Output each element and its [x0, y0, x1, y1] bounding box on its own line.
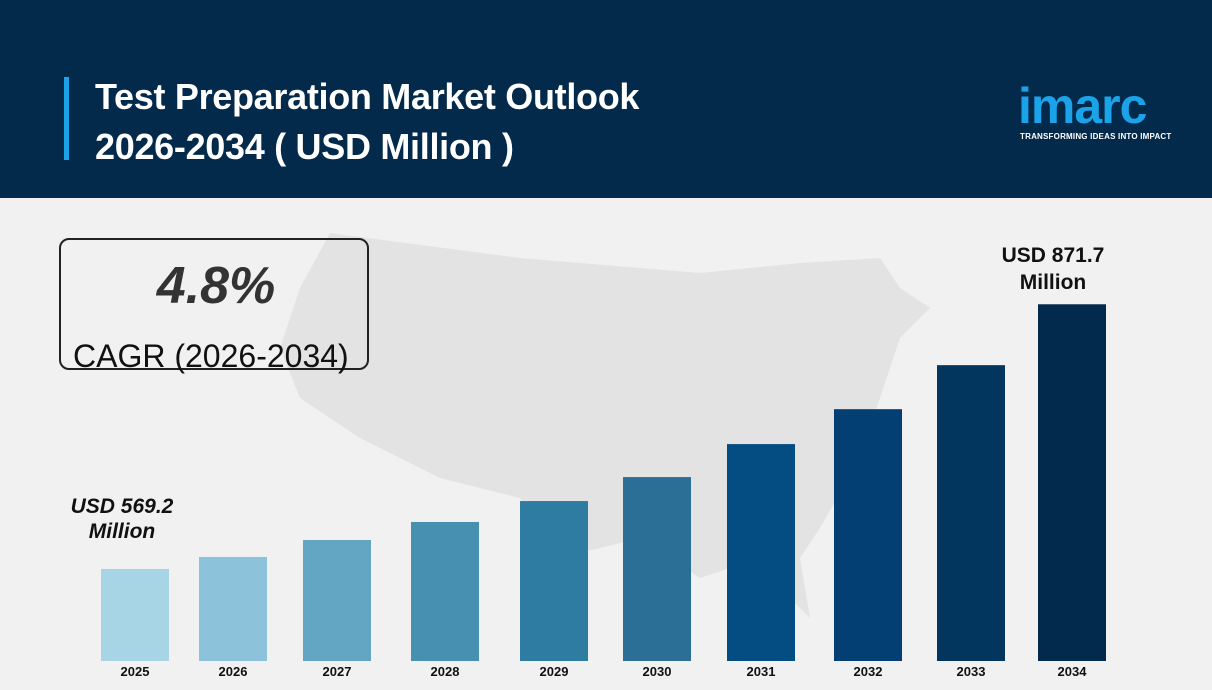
first-value-label-line1: USD 569.2	[71, 495, 174, 518]
x-tick-label: 2029	[540, 664, 569, 679]
title-accent-bar	[64, 77, 69, 160]
title-line-2: 2026-2034 ( USD Million )	[95, 126, 514, 167]
title-line-1: Test Preparation Market Outlook	[95, 76, 640, 117]
x-tick-label: 2033	[957, 664, 986, 679]
bar-2027	[303, 539, 371, 661]
x-tick-label: 2034	[1058, 664, 1088, 679]
x-tick-label: 2030	[643, 664, 672, 679]
logo-tagline: TRANSFORMING IDEAS INTO IMPACT	[1020, 132, 1172, 141]
x-tick-label: 2031	[747, 664, 776, 679]
bar-2033	[937, 365, 1005, 661]
x-tick-label: 2026	[219, 664, 248, 679]
bar-2034	[1038, 304, 1106, 661]
cagr-value: 4.8%	[156, 257, 276, 315]
bar-2032	[834, 409, 902, 661]
x-tick-label: 2027	[323, 664, 352, 679]
x-tick-label: 2025	[121, 664, 150, 679]
cagr-box: 4.8% CAGR (2026-2034)	[59, 238, 369, 374]
bar-2030	[623, 477, 691, 661]
bar-2031	[727, 444, 795, 661]
last-value-label-line2: Million	[1020, 271, 1087, 294]
bar-2025	[101, 568, 169, 661]
logo-wordmark: imarc	[1018, 78, 1147, 134]
x-tick-label: 2032	[854, 664, 883, 679]
x-tick-label: 2028	[431, 664, 460, 679]
bar-2026	[199, 556, 267, 661]
cagr-label: CAGR (2026-2034)	[73, 338, 349, 374]
imarc-logo: imarc TRANSFORMING IDEAS INTO IMPACT	[1018, 74, 1178, 146]
header-banner: Test Preparation Market Outlook 2026-203…	[0, 0, 1212, 198]
bar-2028	[411, 521, 479, 661]
page-title: Test Preparation Market Outlook 2026-203…	[95, 72, 639, 172]
bar-2029	[520, 501, 588, 661]
first-value-label-line2: Million	[89, 520, 156, 543]
last-value-label-line1: USD 871.7	[1002, 244, 1105, 267]
